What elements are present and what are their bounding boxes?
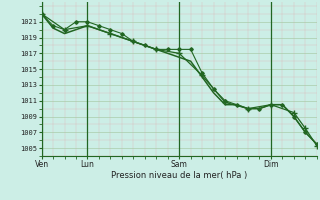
X-axis label: Pression niveau de la mer( hPa ): Pression niveau de la mer( hPa )	[111, 171, 247, 180]
